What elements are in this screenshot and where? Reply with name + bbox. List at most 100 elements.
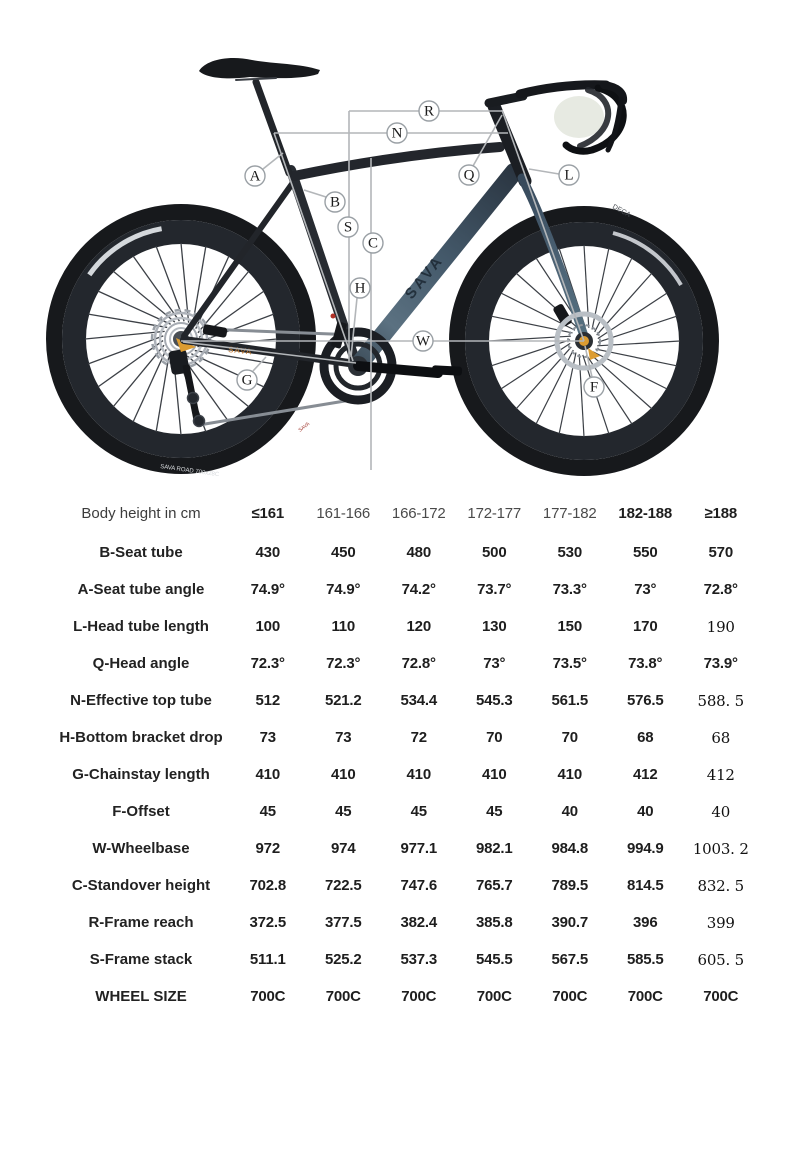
- row-value: 974: [331, 840, 356, 857]
- row-value: 832. 5: [697, 876, 744, 895]
- header-col-5: 177-182: [542, 504, 597, 522]
- line-chainstay: [182, 341, 357, 364]
- marker-circle: [362, 232, 384, 254]
- geometry-markers: R N A Q L BSC H W G F: [236, 100, 605, 398]
- table-row: N-Effective top tube 512 521.2 534.4 545.3 56…: [0, 682, 790, 719]
- row-value: 73°: [634, 581, 657, 598]
- fork-tip-gold: [588, 348, 600, 360]
- marker-letter: C: [368, 236, 378, 252]
- row-value: 377.5: [324, 914, 362, 931]
- spoke: [84, 330, 165, 340]
- row-value: 372.5: [249, 914, 287, 931]
- row-label: F-Offset: [112, 803, 170, 820]
- table-row: C-Standover height 702.8 722.5 747.6 765.7 78…: [0, 867, 790, 904]
- row-value: 73: [259, 729, 276, 746]
- marker-letter: R: [424, 104, 434, 120]
- handlebar-drop-far: [577, 87, 612, 149]
- marker-circle: [349, 277, 371, 299]
- marker-letter: H: [355, 281, 366, 297]
- table-row: F-Offset 45 45 45 45 40 40 40: [0, 793, 790, 830]
- row-value: 765.7: [475, 877, 513, 894]
- bike-illustration: SAVA ROAD 700x28C SAVA DECA SAVA SAV: [46, 58, 719, 478]
- rear-derailleur: [168, 349, 206, 428]
- row-value: 390.7: [551, 914, 589, 931]
- marker-B: B: [324, 191, 346, 213]
- spoke: [198, 313, 274, 343]
- row-value: 700C: [250, 988, 286, 1005]
- marker-A: A: [244, 165, 266, 187]
- leader-A: [262, 152, 284, 170]
- row-value: 45: [335, 803, 352, 820]
- row-value: 530: [557, 544, 583, 561]
- row-value: 545.5: [475, 951, 513, 968]
- row-value: 396: [633, 914, 658, 931]
- row-value: 410: [406, 766, 432, 783]
- rear-rim: [62, 220, 300, 458]
- row-value: 702.8: [249, 877, 287, 894]
- row-value: 399: [706, 913, 735, 932]
- row-value: 73.3°: [552, 581, 587, 598]
- row-value: 45: [486, 803, 503, 820]
- marker-G: G: [236, 369, 258, 391]
- handlebar-drop-near: [562, 84, 627, 155]
- row-value: 40: [561, 803, 578, 820]
- header-col-2: 161-166: [316, 504, 371, 522]
- header-col-1: ≤161: [251, 504, 285, 522]
- row-label: R-Frame reach: [88, 914, 194, 931]
- row-value: 68: [711, 728, 731, 747]
- marker-circle: [337, 216, 359, 238]
- row-value: 73.7°: [477, 581, 512, 598]
- table-row: H-Bottom bracket drop 73 73 72 70 70 68 68: [0, 719, 790, 756]
- row-value: 70: [486, 729, 503, 746]
- row-value: 110: [331, 618, 356, 635]
- row-label: N-Effective top tube: [70, 692, 212, 709]
- row-value: 550: [633, 544, 658, 561]
- marker-circle: [244, 165, 266, 187]
- row-value: 700C: [703, 988, 739, 1005]
- marker-letter: F: [590, 380, 598, 396]
- cockpit: [199, 58, 628, 177]
- line-seat-axis: [273, 132, 354, 362]
- row-value: 700C: [476, 988, 512, 1005]
- header-col-6: 182-188: [618, 504, 673, 522]
- spoke: [182, 356, 230, 423]
- saddle-rails: [235, 77, 277, 81]
- row-value: 72.3°: [250, 655, 285, 672]
- row-value: 605. 5: [697, 950, 744, 969]
- table-row: B-Seat tube 430 450 480 500 530 550 570: [0, 534, 790, 571]
- row-value: 982.1: [475, 840, 513, 857]
- marker-circle: [412, 330, 434, 352]
- row-value: 412: [633, 766, 658, 783]
- spoke: [132, 349, 167, 423]
- rear-brake-caliper: [202, 324, 228, 338]
- row-value: 700C: [325, 988, 361, 1005]
- leader-G: [252, 356, 267, 372]
- row-label: C-Standover height: [71, 877, 211, 894]
- marker-letter: A: [250, 169, 261, 185]
- row-value: 410: [331, 766, 356, 783]
- spoke: [112, 270, 176, 323]
- marker-circle: [324, 191, 346, 213]
- marker-letter: S: [344, 220, 352, 236]
- seatpost: [252, 78, 293, 177]
- marker-circle: [236, 369, 258, 391]
- row-value: 72.8°: [703, 581, 738, 598]
- table-row: A-Seat tube angle 74.9° 74.9° 74.2° 73.7° 73.…: [0, 571, 790, 608]
- brake-lever: [605, 96, 624, 153]
- spoke: [97, 290, 171, 325]
- row-value: 1003. 2: [692, 839, 749, 858]
- row-value: 385.8: [475, 914, 513, 931]
- marker-letter: Q: [464, 168, 475, 184]
- row-value: 130: [482, 618, 507, 635]
- header-col-7: ≥188: [704, 504, 738, 522]
- row-value: 521.2: [324, 692, 362, 709]
- marker-circle: [386, 122, 408, 144]
- table-row: WHEEL SIZE 700C 700C 700C 700C 700C 700C 700C: [0, 978, 790, 1015]
- marker-R: R: [418, 100, 440, 122]
- spoke: [97, 340, 164, 388]
- row-value: 700C: [401, 988, 437, 1005]
- front-derailleur-red-dot: [330, 313, 336, 319]
- spoke: [197, 270, 250, 334]
- row-value: 512: [255, 692, 281, 709]
- row-label: G-Chainstay length: [72, 766, 210, 783]
